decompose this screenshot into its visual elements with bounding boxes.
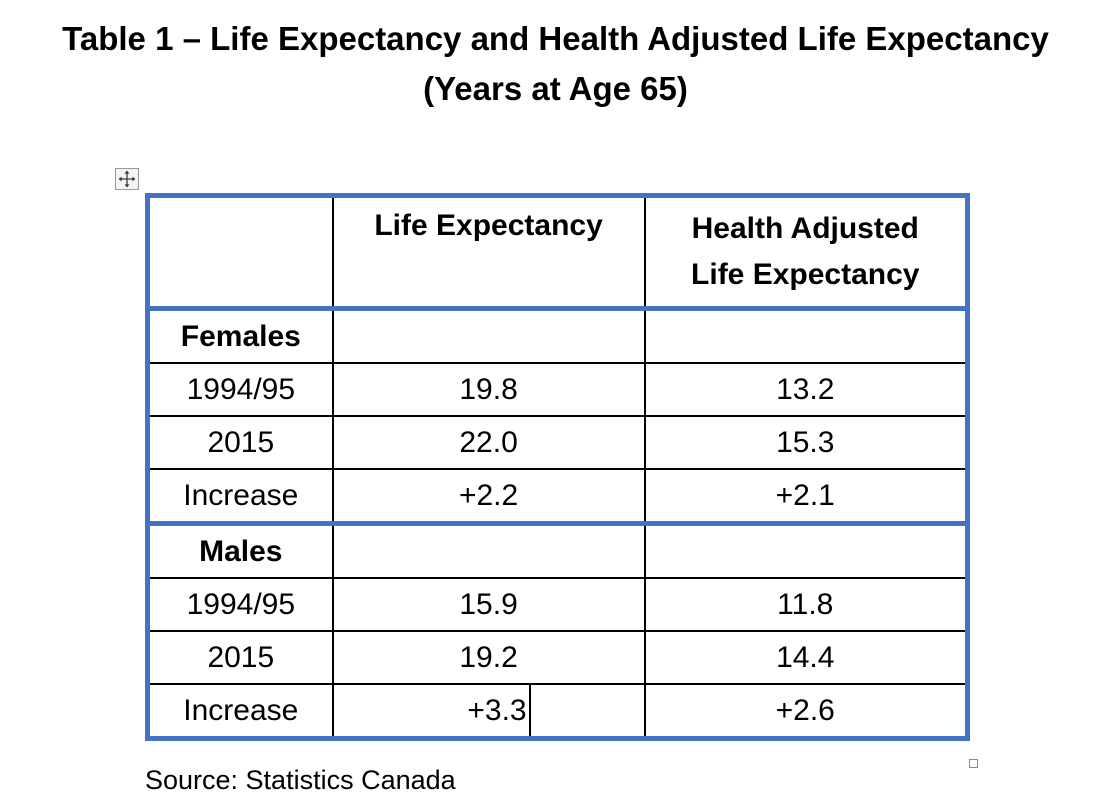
empty-cell xyxy=(643,522,969,579)
header-hale-line-1: Health Adjusted xyxy=(691,212,919,245)
title-line-2: (Years at Age 65) xyxy=(423,70,688,107)
table-row: 2015 22.0 15.3 xyxy=(146,415,969,470)
table-move-handle[interactable] xyxy=(115,168,139,190)
split-cell-empty xyxy=(531,686,643,736)
group-label: Males xyxy=(146,522,334,579)
group-label: Females xyxy=(146,307,334,364)
table-row: Increase +2.2 +2.1 xyxy=(146,468,969,526)
life-expectancy-value: 15.9 xyxy=(331,577,646,632)
row-label: 2015 xyxy=(146,415,334,470)
hale-value: 14.4 xyxy=(643,630,969,685)
empty-cell xyxy=(331,307,646,364)
table-row: 1994/95 19.8 13.2 xyxy=(146,362,969,417)
hale-value: +2.1 xyxy=(643,468,969,526)
title-line-1: Table 1 – Life Expectancy and Health Adj… xyxy=(62,20,1049,57)
resize-handle-icon[interactable] xyxy=(969,759,978,768)
hale-value: 13.2 xyxy=(643,362,969,417)
header-health-adjusted-life-expectancy: Health Adjusted Life Expectancy xyxy=(643,194,969,311)
row-label: 2015 xyxy=(146,630,334,685)
split-cell: +3.3 xyxy=(335,685,643,736)
table-header-row: Life Expectancy Health Adjusted Life Exp… xyxy=(146,194,969,311)
row-label: Increase xyxy=(146,468,334,526)
header-hale-line-2: Life Expectancy xyxy=(691,258,920,291)
hale-value: 15.3 xyxy=(643,415,969,470)
life-expectancy-value: 19.2 xyxy=(331,630,646,685)
hale-value: +2.6 xyxy=(643,683,969,740)
empty-cell xyxy=(643,307,969,364)
life-expectancy-split-cell: +3.3 xyxy=(331,683,646,740)
table-row: 1994/95 15.9 11.8 xyxy=(146,577,969,632)
header-life-expectancy: Life Expectancy xyxy=(331,194,646,311)
document-title: Table 1 – Life Expectancy and Health Adj… xyxy=(0,14,1111,114)
table-row: 2015 19.2 14.4 xyxy=(146,630,969,685)
row-label: 1994/95 xyxy=(146,362,334,417)
row-label: 1994/95 xyxy=(146,577,334,632)
life-expectancy-value: 19.8 xyxy=(331,362,646,417)
life-expectancy-table: Life Expectancy Health Adjusted Life Exp… xyxy=(145,193,970,741)
table-row: Increase +3.3 +2.6 xyxy=(146,683,969,740)
life-expectancy-value: +2.2 xyxy=(331,468,646,526)
life-expectancy-value: 22.0 xyxy=(331,415,646,470)
row-label: Increase xyxy=(146,683,334,740)
table-group-row-males: Males xyxy=(146,522,969,579)
header-corner-cell xyxy=(146,194,334,311)
table-group-row-females: Females xyxy=(146,307,969,364)
source-note: Source: Statistics Canada xyxy=(145,765,456,795)
four-arrow-move-icon xyxy=(118,170,136,188)
header-life-expectancy-label: Life Expectancy xyxy=(374,209,603,242)
hale-value: 11.8 xyxy=(643,577,969,632)
empty-cell xyxy=(331,522,646,579)
life-expectancy-value: +3.3 xyxy=(335,685,531,736)
